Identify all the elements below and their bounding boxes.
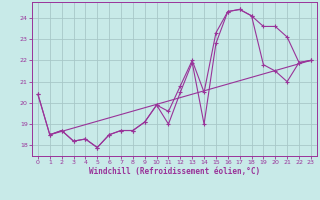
X-axis label: Windchill (Refroidissement éolien,°C): Windchill (Refroidissement éolien,°C) <box>89 167 260 176</box>
